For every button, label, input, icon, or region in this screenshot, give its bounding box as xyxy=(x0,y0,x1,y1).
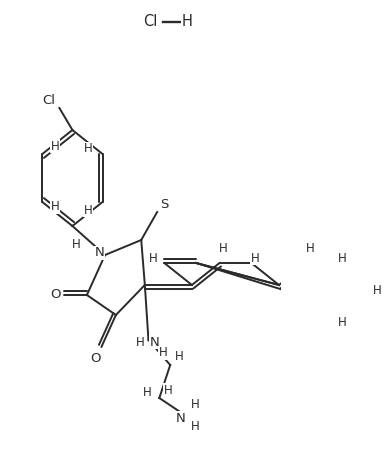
Text: H: H xyxy=(191,420,200,434)
Text: H: H xyxy=(251,252,260,265)
Text: O: O xyxy=(90,352,101,365)
Text: H: H xyxy=(159,346,167,360)
Text: H: H xyxy=(219,242,227,255)
Text: H: H xyxy=(84,143,92,156)
Text: H: H xyxy=(51,201,60,213)
Text: N: N xyxy=(176,411,186,424)
Text: S: S xyxy=(160,197,169,211)
Text: H: H xyxy=(372,283,381,296)
Text: N: N xyxy=(149,336,159,349)
Text: H: H xyxy=(51,139,60,153)
Text: H: H xyxy=(191,399,200,411)
Text: N: N xyxy=(94,247,104,260)
Text: O: O xyxy=(50,288,60,301)
Text: H: H xyxy=(164,384,172,396)
Text: H: H xyxy=(338,316,346,329)
Text: H: H xyxy=(182,15,192,30)
Text: Cl: Cl xyxy=(144,15,158,30)
Text: H: H xyxy=(338,252,346,265)
Text: H: H xyxy=(72,237,80,251)
Text: H: H xyxy=(149,252,158,265)
Text: H: H xyxy=(144,386,152,400)
Text: H: H xyxy=(84,203,92,217)
Text: Cl: Cl xyxy=(43,94,56,107)
Text: H: H xyxy=(135,336,144,349)
Text: H: H xyxy=(306,242,315,255)
Text: H: H xyxy=(175,350,183,364)
